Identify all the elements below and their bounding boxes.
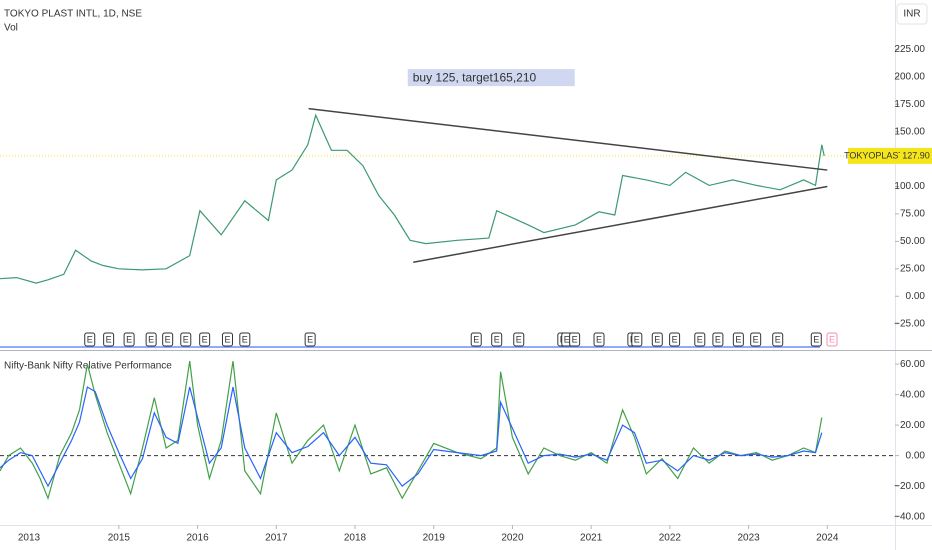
earnings-label: E — [634, 334, 640, 344]
annotation-box — [407, 69, 575, 87]
currency-button[interactable] — [896, 3, 928, 25]
last-price-name: TOKYOPLAST — [844, 150, 904, 160]
x-tick-label: 2013 — [18, 533, 41, 544]
earnings-label: E — [813, 334, 819, 344]
earnings-label: E — [735, 334, 741, 344]
earnings-label: E — [148, 334, 154, 344]
earnings-marker — [221, 332, 233, 347]
earnings-marker — [631, 332, 643, 347]
earnings-label: E — [224, 334, 230, 344]
earnings-label: E — [654, 334, 660, 344]
x-tick-label: 2021 — [580, 533, 603, 544]
earnings-label: E — [775, 334, 781, 344]
earnings-label: E — [753, 334, 759, 344]
earnings-marker — [145, 332, 157, 347]
earnings-marker — [732, 332, 744, 347]
chart-title: TOKYO PLAST INTL, 1D, NSE — [4, 9, 142, 20]
y-tick-label: 175.00 — [894, 99, 925, 110]
earnings-label: E — [307, 334, 313, 344]
y-tick-label: 225.00 — [894, 44, 925, 55]
earnings-marker — [750, 332, 762, 347]
earnings-label: E — [183, 334, 189, 344]
annotation: buy 125, target165,210 — [413, 70, 537, 84]
earnings-marker — [123, 332, 135, 347]
earnings-marker — [651, 332, 663, 347]
x-tick-label: 2015 — [108, 533, 131, 544]
x-tick-label: 2020 — [501, 533, 524, 544]
last-price-name-box — [848, 147, 900, 164]
earnings-marker — [694, 332, 706, 347]
earnings-marker — [826, 332, 838, 347]
earnings-label: E — [572, 334, 578, 344]
x-tick-label: 2018 — [344, 533, 367, 544]
series-line — [0, 113, 825, 284]
last-price-box — [900, 147, 932, 164]
y-tick-label: 20.00 — [900, 420, 925, 431]
earnings-label: E — [715, 334, 721, 344]
series-line — [0, 386, 823, 488]
earnings-marker — [84, 332, 96, 347]
earnings-label: E — [516, 334, 522, 344]
currency: INR — [903, 9, 920, 20]
y-tick-label: 50.00 — [900, 236, 925, 247]
y-tick-label: 0.00 — [906, 450, 926, 461]
y-tick-label: −40.00 — [894, 511, 925, 522]
x-tick-label: 2019 — [423, 533, 446, 544]
x-tick-label: 2023 — [737, 533, 760, 544]
earnings-marker — [593, 332, 605, 347]
earnings-marker — [199, 332, 211, 347]
y-tick-label: 40.00 — [900, 389, 925, 400]
earnings-marker — [103, 332, 115, 347]
y-tick-label: 60.00 — [900, 359, 925, 370]
earnings-label: E — [87, 334, 93, 344]
y-tick-label: 75.00 — [900, 209, 925, 220]
earnings-label: E — [242, 334, 248, 344]
earnings-marker — [772, 332, 784, 347]
earnings-label: E — [494, 334, 500, 344]
earnings-label: E — [829, 334, 835, 344]
x-tick-label: 2024 — [816, 533, 839, 544]
earnings-marker — [304, 332, 316, 347]
earnings-label: E — [165, 334, 171, 344]
y-tick-label: −20.00 — [894, 481, 925, 492]
earnings-marker — [162, 332, 174, 347]
earnings-label: E — [564, 334, 570, 344]
earnings-marker — [669, 332, 681, 347]
earnings-label: E — [672, 334, 678, 344]
earnings-marker — [470, 332, 482, 347]
earnings-marker — [180, 332, 192, 347]
volume-label: Vol — [4, 23, 18, 34]
earnings-marker — [513, 332, 525, 347]
earnings-marker — [569, 332, 581, 347]
earnings-label: E — [596, 334, 602, 344]
earnings-label: E — [126, 334, 132, 344]
earnings-marker — [810, 332, 822, 347]
x-tick-label: 2017 — [265, 533, 288, 544]
earnings-marker — [491, 332, 503, 347]
x-tick-label: 2022 — [659, 533, 682, 544]
y-tick-label: 25.00 — [900, 263, 925, 274]
y-tick-label: 200.00 — [894, 71, 925, 82]
y-tick-label: 100.00 — [894, 181, 925, 192]
y-tick-label: −25.00 — [894, 318, 925, 329]
earnings-label: E — [106, 334, 112, 344]
earnings-marker — [239, 332, 251, 347]
y-tick-label: 150.00 — [894, 126, 925, 137]
trendline — [413, 185, 828, 263]
earnings-label: E — [473, 334, 479, 344]
earnings-label: E — [697, 334, 703, 344]
x-tick-label: 2016 — [186, 533, 209, 544]
earnings-label: E — [202, 334, 208, 344]
earnings-marker — [712, 332, 724, 347]
y-tick-label: 0.00 — [906, 291, 926, 302]
last-price-value: 127.90 — [902, 150, 930, 160]
trendline — [308, 107, 828, 171]
